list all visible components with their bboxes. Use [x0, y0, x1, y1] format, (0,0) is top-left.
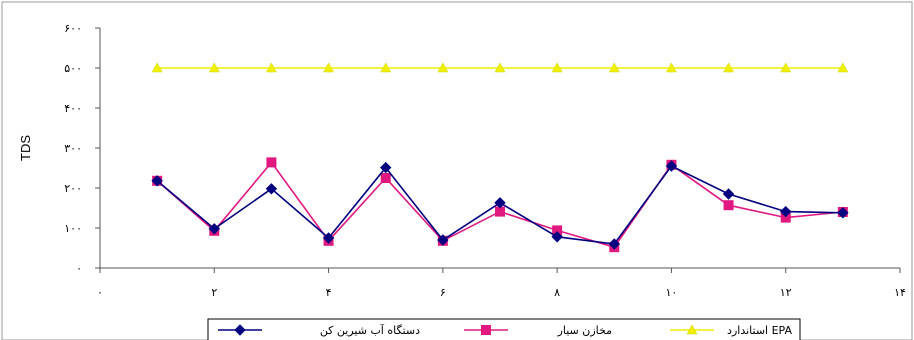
- data-point: [494, 62, 506, 73]
- data-point: [151, 62, 163, 73]
- data-point: [723, 200, 734, 211]
- x-tick-label: ۲: [211, 286, 217, 299]
- legend-item: استاندارد EPA: [670, 324, 792, 337]
- data-point: [265, 183, 278, 195]
- x-tick-label: ۱۰: [666, 286, 678, 299]
- y-tick-label: ۶۰۰: [64, 22, 82, 35]
- data-point: [780, 205, 792, 218]
- y-tick-label: ۵۰۰: [64, 62, 82, 75]
- legend-swatch-marker: [686, 324, 698, 335]
- x-tick-label: ۶: [440, 286, 446, 299]
- data-point: [380, 173, 391, 183]
- y-tick-label: ۲۰۰: [64, 182, 82, 195]
- y-axis-label: TDS: [18, 135, 33, 161]
- legend-swatch-marker: [234, 324, 246, 336]
- data-point: [208, 62, 220, 73]
- data-point: [323, 62, 334, 73]
- legend-label: مخازن سیار: [557, 324, 613, 337]
- series-0: [151, 160, 849, 250]
- series-layer: [151, 62, 849, 253]
- data-point: [380, 161, 392, 174]
- legend-label: دستگاه آب شیرین کن: [320, 323, 420, 337]
- y-tick-label: ۰: [76, 262, 82, 275]
- legend-item: دستگاه آب شیرین کن: [218, 323, 420, 337]
- data-point: [551, 231, 563, 243]
- data-point: [608, 62, 620, 73]
- x-tick-label: ۱۲: [780, 286, 792, 299]
- data-point: [437, 62, 449, 73]
- data-point: [608, 238, 620, 250]
- legend: دستگاه آب شیرین کن مخازن سیار استاندارد EP…: [207, 318, 801, 340]
- data-point: [208, 223, 220, 235]
- data-point: [723, 62, 734, 73]
- legend-item: مخازن سیار: [464, 324, 612, 337]
- x-tick-label: ۴: [326, 286, 332, 299]
- data-point: [266, 62, 277, 73]
- y-tick-label: ۱۰۰: [64, 222, 82, 235]
- data-point: [722, 188, 735, 200]
- data-point: [151, 175, 163, 187]
- y-tick-label: ۴۰۰: [64, 102, 82, 115]
- data-point: [322, 232, 335, 244]
- data-point: [666, 62, 677, 73]
- y-tick-label: ۳۰۰: [64, 142, 82, 155]
- data-point: [266, 157, 277, 168]
- data-point: [380, 62, 392, 73]
- y-axis-ticks: ۰ ۱۰۰ ۲۰۰ ۳۰۰ ۴۰۰ ۵۰۰ ۶۰۰: [64, 22, 100, 275]
- data-point: [837, 62, 849, 73]
- legend-swatch-marker: [481, 325, 491, 335]
- data-point: [780, 62, 792, 73]
- legend-label: استاندارد EPA: [727, 324, 792, 337]
- data-point: [665, 160, 678, 172]
- series-2: [151, 62, 849, 73]
- data-point: [837, 207, 849, 219]
- x-tick-label: ۱۴: [894, 286, 906, 299]
- data-point: [494, 197, 506, 209]
- data-point: [437, 234, 449, 246]
- x-tick-label: ۸: [554, 286, 560, 299]
- data-point: [551, 62, 563, 73]
- x-axis-ticks: ۰ ۲ ۴ ۶ ۸ ۱۰ ۱۲ ۱۴: [97, 268, 906, 299]
- x-tick-label: ۰: [97, 286, 103, 299]
